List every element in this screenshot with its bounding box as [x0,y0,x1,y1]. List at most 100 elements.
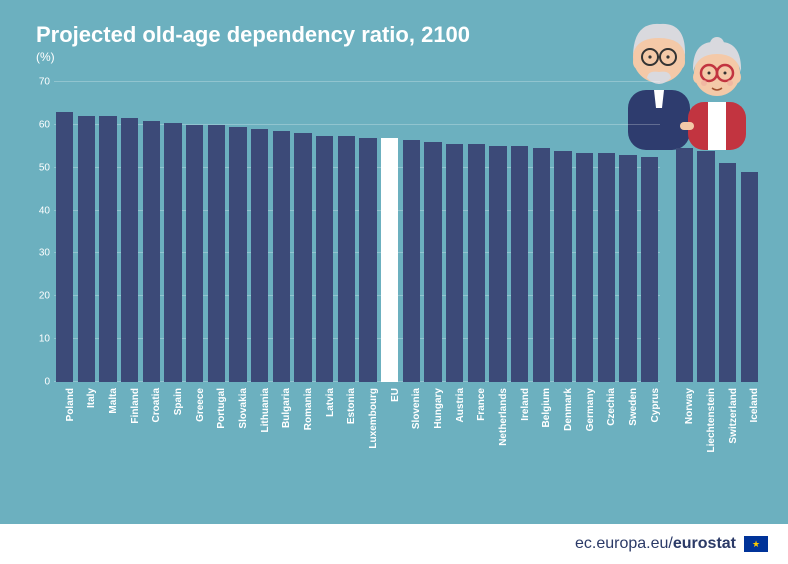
eu-flag-icon: ★ [744,536,768,552]
x-label: Slovenia [411,388,422,429]
bar-slot [673,82,695,382]
bar-slot [97,82,119,382]
bar [641,157,658,382]
x-label: Iceland [749,388,760,422]
y-tick-label: 50 [30,162,50,173]
bar-slot [617,82,639,382]
x-label-slot: France [465,384,487,462]
x-label: Latvia [325,388,336,417]
bar [186,125,203,382]
y-tick-label: 70 [30,77,50,88]
bar-slot [595,82,617,382]
x-label-slot: Bulgaria [271,384,293,462]
x-label-slot: Spain [162,384,184,462]
x-label-slot: Poland [54,384,76,462]
x-label: Romania [303,388,314,430]
y-tick-label: 30 [30,248,50,259]
bar [533,148,550,382]
x-label-slot: Greece [184,384,206,462]
x-label-slot: Hungary [422,384,444,462]
x-label-slot: Cyprus [639,384,661,462]
x-label: Cyprus [650,388,661,422]
bar-slot [465,82,487,382]
x-label-slot: Estonia [336,384,358,462]
y-tick-label: 20 [30,291,50,302]
x-label: Norway [684,388,695,424]
bar-slot [530,82,552,382]
x-label: Luxembourg [368,388,379,449]
bar-slot [509,82,531,382]
group-gap [660,384,673,462]
x-label-slot: Portugal [206,384,228,462]
x-label: Malta [108,388,119,414]
y-axis: 010203040506070 [30,82,50,382]
y-tick-label: 60 [30,119,50,130]
x-label: Finland [130,388,141,424]
plot-area: 010203040506070 PolandItalyMaltaFinlandC… [36,82,760,462]
bar [99,116,116,382]
bar [446,144,463,382]
x-label-slot: Slovenia [401,384,423,462]
bar [468,144,485,382]
bar-slot [487,82,509,382]
bar-slot [141,82,163,382]
x-label-slot: Netherlands [487,384,509,462]
x-label: Italy [86,388,97,408]
x-label: Sweden [628,388,639,426]
x-label-slot: Ireland [509,384,531,462]
bars-container [54,82,760,382]
x-label: EU [390,388,401,402]
bar-slot [552,82,574,382]
x-label-slot: Sweden [617,384,639,462]
bar [554,151,571,382]
x-label-slot: Slovakia [227,384,249,462]
bar-slot [738,82,760,382]
x-label: Greece [195,388,206,422]
bar [359,138,376,382]
x-label: Austria [455,388,466,422]
x-label: Germany [585,388,596,431]
bar [403,140,420,382]
bar [208,125,225,382]
x-label-slot: Croatia [141,384,163,462]
bar [424,142,441,382]
bar [676,148,693,382]
bar [143,121,160,382]
bar [56,112,73,382]
bar-slot [695,82,717,382]
bar [697,151,714,382]
x-label-slot: Germany [574,384,596,462]
bar-slot [379,82,401,382]
bar [251,129,268,382]
bar [741,172,758,382]
bar-slot [574,82,596,382]
footer-url-prefix: ec.europa.eu/ [575,535,673,553]
bar-slot [227,82,249,382]
x-label: Hungary [433,388,444,429]
bar-slot [357,82,379,382]
x-label-slot: Switzerland [717,384,739,462]
y-tick-label: 0 [30,377,50,388]
bar [229,127,246,382]
bar-slot [119,82,141,382]
x-label: Netherlands [498,388,509,446]
x-label-slot: Italy [76,384,98,462]
bar-slot [717,82,739,382]
x-label-slot: Luxembourg [357,384,379,462]
bar-slot [336,82,358,382]
x-label-slot: Austria [444,384,466,462]
x-label: Denmark [563,388,574,431]
chart-panel: Projected old-age dependency ratio, 2100… [0,0,788,524]
x-label-slot: EU [379,384,401,462]
bar-slot [314,82,336,382]
x-label-slot: Latvia [314,384,336,462]
bar-slot [271,82,293,382]
bar-slot [639,82,661,382]
x-label-slot: Lithuania [249,384,271,462]
x-axis-labels: Poland Italy Malta Finland CroatiaSpain Greec… [54,384,760,462]
bar [511,146,528,382]
footer-url-bold: eurostat [673,535,736,553]
x-label: Lithuania [260,388,271,432]
x-label: Croatia [151,388,162,422]
footer: ec.europa.eu/eurostat ★ [0,524,788,564]
